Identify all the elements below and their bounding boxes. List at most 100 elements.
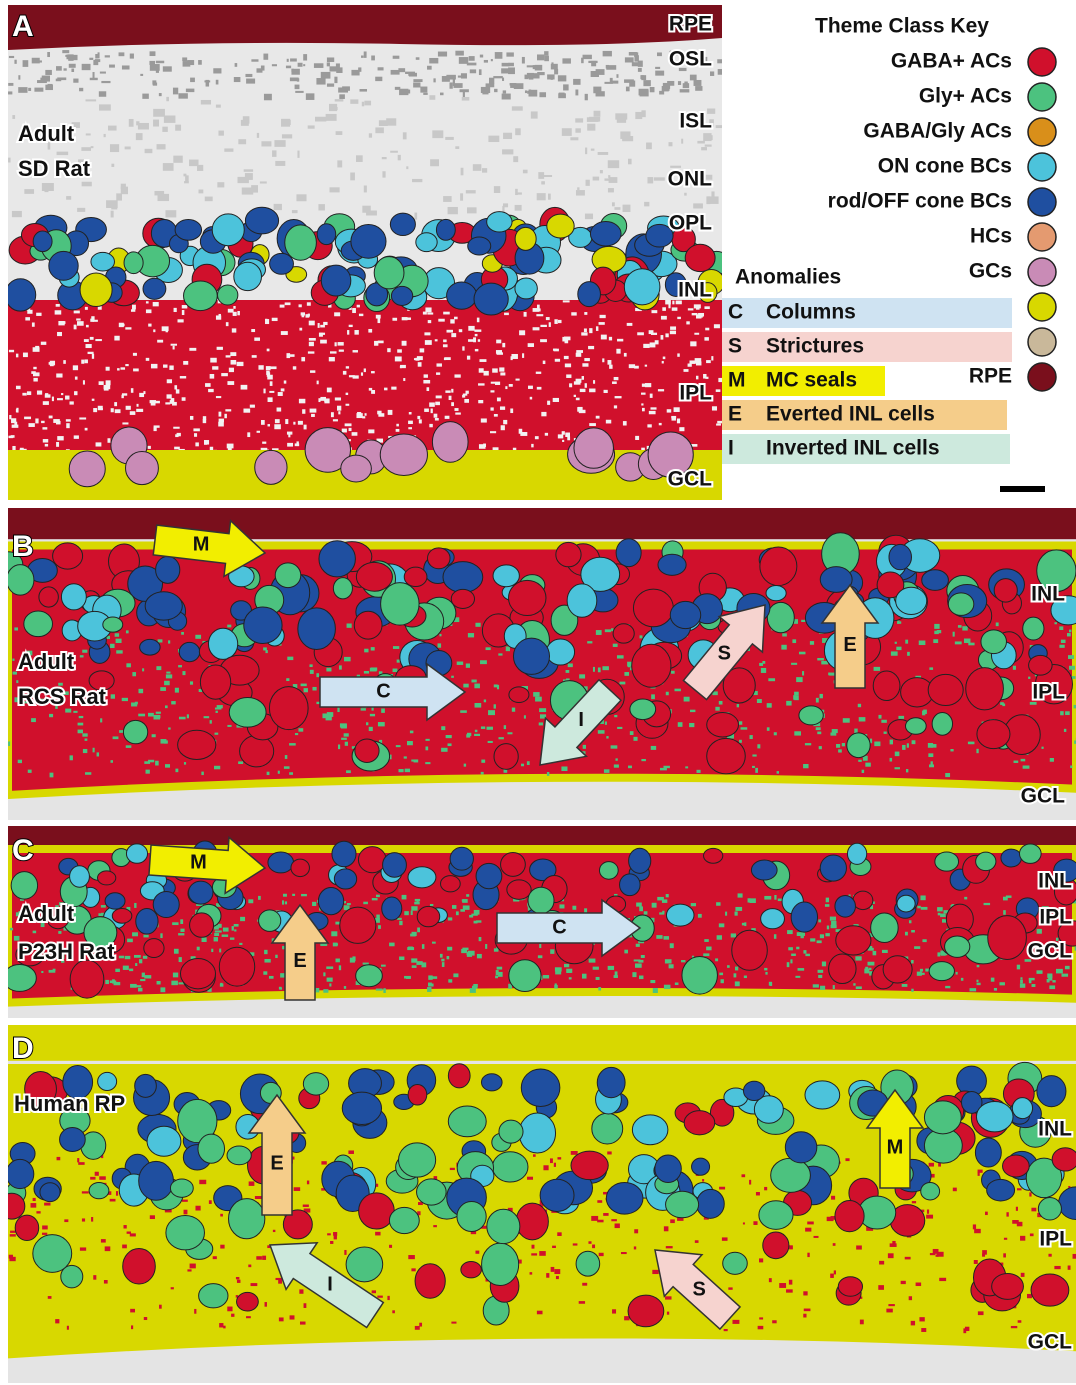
speck — [427, 312, 433, 314]
key-label: Gly+ ACs — [919, 85, 1012, 108]
speck — [78, 1162, 84, 1165]
speck — [268, 397, 273, 402]
speck — [49, 416, 53, 419]
speck — [822, 961, 826, 966]
speck — [311, 414, 315, 417]
cell — [285, 225, 317, 260]
speck — [378, 413, 384, 417]
speck — [901, 1281, 906, 1284]
speck — [16, 680, 18, 683]
speck — [120, 367, 125, 369]
speck — [481, 726, 485, 729]
cell — [1038, 1198, 1061, 1220]
speck — [77, 208, 85, 212]
speck — [286, 66, 291, 69]
cell — [509, 580, 546, 615]
speck — [439, 634, 441, 636]
speck — [444, 358, 446, 360]
speck — [554, 1163, 556, 1167]
speck — [178, 665, 182, 667]
cell — [399, 1143, 436, 1177]
speck — [201, 772, 203, 775]
speck — [468, 633, 474, 637]
anomaly-label: Strictures — [766, 335, 864, 358]
speck — [181, 632, 184, 635]
speck — [407, 317, 411, 319]
cell — [428, 548, 451, 569]
speck — [346, 770, 351, 773]
speck — [310, 409, 317, 413]
speck — [139, 959, 142, 963]
cell — [219, 947, 254, 986]
speck — [270, 366, 276, 369]
speck — [206, 80, 209, 87]
speck — [283, 894, 287, 897]
speck — [215, 708, 222, 710]
speck — [362, 102, 364, 107]
speck — [470, 988, 476, 993]
speck — [158, 639, 163, 642]
speck — [716, 125, 727, 128]
speck — [146, 309, 152, 313]
speck — [69, 64, 76, 68]
cell — [692, 1158, 710, 1175]
speck — [445, 137, 454, 140]
speck — [56, 66, 62, 71]
speck — [45, 393, 48, 395]
speck — [55, 1319, 59, 1323]
speck — [504, 725, 506, 729]
speck — [79, 417, 86, 419]
speck — [911, 960, 914, 963]
speck — [210, 374, 215, 379]
speck — [375, 127, 383, 133]
speck — [265, 319, 267, 321]
cell — [707, 738, 746, 774]
speck — [836, 744, 840, 748]
speck — [473, 337, 476, 342]
speck — [138, 988, 142, 992]
speck — [176, 389, 180, 393]
speck — [581, 332, 587, 335]
speck — [114, 982, 121, 985]
key-swatch — [1028, 363, 1056, 391]
speck — [160, 987, 165, 992]
speck — [761, 668, 766, 673]
speck — [569, 383, 572, 387]
speck — [133, 368, 139, 371]
speck — [174, 949, 179, 954]
speck — [855, 956, 861, 960]
speck — [774, 732, 777, 735]
key-swatch — [1028, 48, 1056, 76]
speck — [371, 55, 375, 60]
speck — [1003, 1253, 1006, 1257]
cell — [556, 542, 581, 566]
speck — [644, 202, 649, 206]
cell — [481, 1074, 502, 1091]
speck — [190, 416, 193, 420]
speck — [317, 381, 319, 385]
speck — [287, 443, 293, 447]
speck — [1013, 666, 1016, 670]
speck — [864, 969, 869, 974]
cell — [448, 1064, 470, 1088]
speck — [33, 378, 37, 382]
arrow-label: S — [692, 1278, 705, 1300]
speck — [635, 963, 642, 967]
speck — [443, 312, 450, 315]
speck — [173, 973, 178, 978]
speck — [826, 898, 829, 903]
speck — [233, 306, 235, 309]
speck — [576, 398, 580, 401]
speck — [98, 52, 100, 58]
speck — [96, 442, 102, 446]
speck — [635, 436, 639, 440]
speck — [546, 1273, 549, 1278]
speck — [921, 1328, 926, 1332]
speck — [121, 395, 123, 398]
cell — [975, 1138, 1001, 1167]
speck — [89, 58, 93, 60]
speck — [475, 703, 482, 708]
cell — [356, 562, 392, 591]
cell — [180, 959, 215, 989]
speck — [9, 1255, 13, 1259]
